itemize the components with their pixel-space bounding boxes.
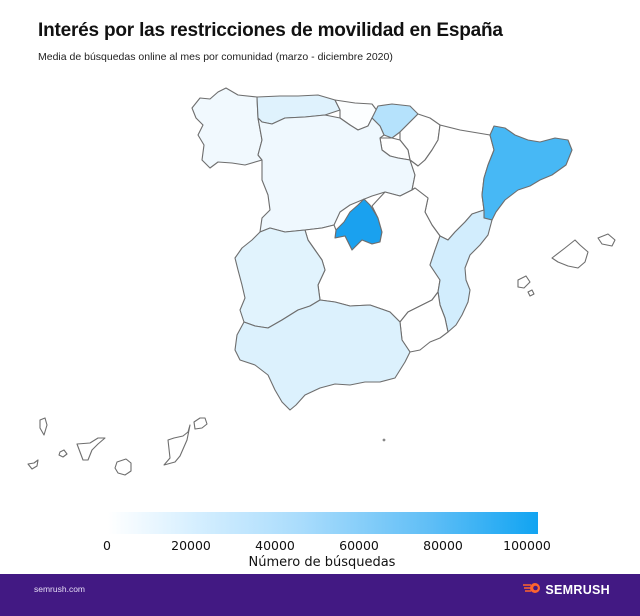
colorbar-tick-3: 60000	[339, 538, 379, 553]
semrush-brand: SEMRUSH	[545, 583, 610, 597]
region-baleares-menorca	[597, 233, 616, 247]
region-baleares-ibiza	[517, 275, 531, 289]
region-canarias-la-palma	[39, 417, 48, 436]
colorbar-tick-1: 20000	[171, 538, 211, 553]
chart-subtitle: Media de búsquedas online al mes por com…	[38, 51, 393, 63]
region-canarias-gran-canaria	[114, 458, 132, 476]
chart-title: Interés por las restricciones de movilid…	[38, 20, 503, 41]
region-canarias-fuerteventura	[163, 424, 191, 466]
region-galicia	[191, 87, 263, 169]
colorbar	[108, 512, 538, 534]
colorbar-tick-0: 0	[103, 538, 111, 553]
colorbar-tick-2: 40000	[255, 538, 295, 553]
colorbar-tick-5: 100000	[503, 538, 551, 553]
region-canarias-el-hierro	[27, 459, 39, 470]
semrush-flame-icon	[523, 581, 541, 599]
region-ceuta	[382, 438, 386, 442]
colorbar-label: Número de búsquedas	[248, 555, 396, 570]
region-canarias-tenerife	[76, 437, 106, 461]
footer-site-link[interactable]: semrush.com	[34, 584, 86, 594]
semrush-logo: SEMRUSH	[523, 581, 610, 599]
region-andalucia	[234, 299, 411, 411]
region-canarias-la-gomera	[58, 449, 68, 458]
footer: semrush.com SEMRUSH	[0, 574, 640, 616]
colorbar-tick-4: 80000	[423, 538, 463, 553]
region-canarias-lanzarote	[193, 417, 208, 430]
spain-map	[0, 70, 640, 500]
region-baleares-mallorca	[551, 239, 589, 269]
region-baleares-formentera	[527, 289, 535, 297]
region-murcia	[399, 291, 449, 353]
region-cataluna	[481, 125, 573, 221]
